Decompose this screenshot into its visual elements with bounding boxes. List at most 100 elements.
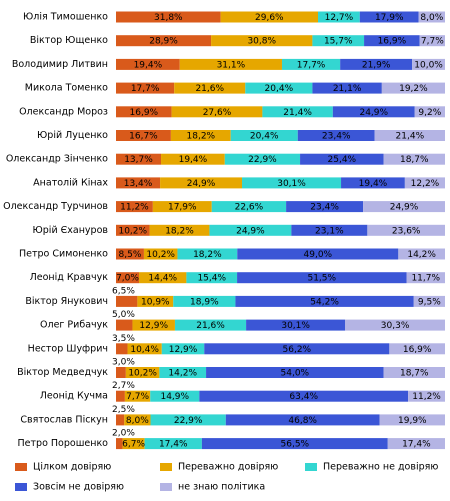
bar-segment — [281, 58, 341, 70]
value-label: 13,4% — [124, 179, 153, 189]
category-label: Олег Рибачук — [40, 320, 108, 331]
value-label: 7,7% — [421, 37, 444, 47]
bar-segment — [171, 106, 263, 118]
bar-segment — [122, 438, 145, 450]
bar-segment — [235, 295, 414, 307]
value-label: 11,2% — [412, 392, 441, 402]
value-label: 21,6% — [195, 84, 224, 94]
bar-segment — [161, 343, 205, 355]
value-label: 8,0% — [126, 416, 149, 426]
value-label: 7,7% — [126, 392, 149, 402]
bar-segment — [237, 272, 407, 284]
value-label: 3,5% — [112, 334, 135, 344]
value-label: 31,1% — [217, 60, 246, 70]
bar-segment — [332, 106, 415, 118]
value-label: 9,2% — [418, 108, 441, 118]
bar-segment — [412, 58, 445, 70]
value-label: 20,4% — [250, 132, 279, 142]
bar-segment — [139, 272, 187, 284]
value-label: 19,4% — [359, 179, 388, 189]
value-label: 12,9% — [139, 321, 168, 331]
bar-segment — [206, 367, 384, 378]
bar-segment — [173, 295, 236, 307]
bar-segment — [389, 343, 445, 355]
category-label: Віктор Ющенко — [30, 35, 108, 46]
value-label: 30,1% — [277, 179, 306, 189]
legend-label: Зовсім не довіряю — [33, 482, 124, 493]
bar-segment — [225, 414, 380, 426]
bar-segment — [160, 177, 243, 189]
value-label: 14,2% — [407, 250, 436, 260]
category-label: Віктор Янукович — [25, 296, 108, 307]
bar-segment — [359, 11, 419, 23]
value-label: 19,2% — [399, 84, 428, 94]
bar-segment — [220, 11, 319, 23]
value-label: 56,5% — [281, 440, 310, 450]
value-label: 22,6% — [235, 203, 264, 213]
value-label: 28,9% — [149, 37, 178, 47]
value-label: 11,2% — [120, 203, 149, 213]
value-label: 51,5% — [307, 274, 336, 284]
value-label: 12,2% — [411, 179, 440, 189]
bar-segment — [209, 224, 292, 236]
value-label: 22,9% — [248, 155, 277, 165]
category-label: Віктор Медведчук — [17, 367, 108, 378]
category-label: Святослав Піскун — [20, 414, 108, 425]
value-label: 9,5% — [418, 297, 441, 307]
value-label: 16,9% — [403, 345, 432, 355]
value-label: 21,4% — [283, 108, 312, 118]
bar-segment — [116, 58, 180, 70]
value-label: 24,9% — [359, 108, 388, 118]
value-label: 8,5% — [119, 250, 142, 260]
value-label: 10,2% — [118, 226, 147, 236]
bar-segment — [230, 130, 298, 141]
value-label: 18,9% — [190, 297, 219, 307]
value-label: 18,7% — [400, 369, 429, 379]
bar-segment — [224, 153, 301, 165]
bar-segment — [150, 414, 226, 426]
bar-segment — [186, 272, 238, 284]
bar-segment — [116, 390, 125, 402]
value-label: 16,9% — [378, 37, 407, 47]
bar-segment — [152, 201, 212, 213]
category-label: Олександр Турчинов — [3, 201, 108, 212]
bar-segment — [381, 82, 445, 94]
bar-segment — [199, 390, 409, 402]
value-label: 16,9% — [130, 108, 159, 118]
value-label: 19,4% — [134, 60, 163, 70]
category-label: Юлія Тимошенко — [23, 12, 108, 23]
value-label: 17,9% — [168, 203, 197, 213]
value-label: 14,4% — [148, 274, 177, 284]
bar-segment — [418, 11, 445, 23]
value-label: 8,0% — [420, 13, 443, 23]
value-label: 6,5% — [112, 286, 135, 296]
bar-segment — [174, 319, 247, 331]
bar-segment — [179, 58, 282, 70]
value-label: 23,4% — [310, 203, 339, 213]
value-label: 10,9% — [141, 297, 170, 307]
value-label: 12,9% — [169, 345, 198, 355]
bar-segment — [387, 438, 445, 450]
bar-segment — [161, 153, 225, 165]
value-label: 30,3% — [381, 321, 410, 331]
value-label: 24,9% — [236, 226, 265, 236]
category-label: Леонід Кравчук — [30, 272, 109, 283]
bar-segment — [174, 82, 246, 94]
bar-segment — [379, 414, 445, 426]
bar-segment — [398, 248, 445, 260]
bar-segment — [414, 106, 445, 118]
value-label: 29,6% — [255, 13, 284, 23]
value-label: 10,2% — [146, 250, 175, 260]
bar-segment — [246, 319, 346, 331]
legend-swatch — [15, 483, 27, 491]
value-label: 23,4% — [322, 132, 351, 142]
value-label: 23,1% — [315, 226, 344, 236]
bar-segment — [116, 343, 128, 355]
category-label: Олександр Зінченко — [6, 154, 108, 165]
bar-segment — [300, 153, 384, 165]
bar-segment — [374, 130, 445, 141]
value-label: 20,4% — [265, 84, 294, 94]
category-label: Нестор Шуфрич — [28, 343, 108, 354]
bar-segment — [245, 82, 313, 94]
